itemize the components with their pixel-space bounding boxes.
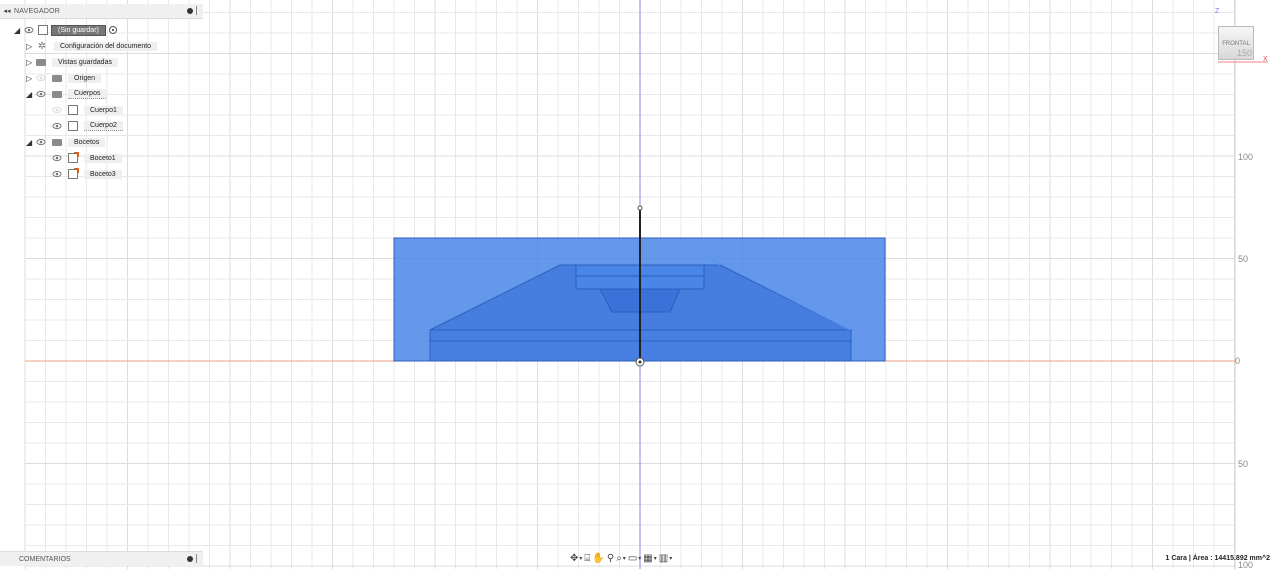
ruler-tick-0: 0 bbox=[1235, 356, 1241, 366]
tree-item-label[interactable]: Vistas guardadas bbox=[52, 57, 118, 67]
body-diag-tick bbox=[703, 254, 721, 266]
eye-icon[interactable] bbox=[52, 121, 62, 131]
tree-item-body2[interactable]: Cuerpo2 bbox=[52, 119, 123, 133]
folder-icon bbox=[36, 58, 46, 66]
gear-icon: ✲ bbox=[37, 40, 47, 52]
move-manipulator-handle[interactable] bbox=[637, 205, 643, 211]
orbit-icon[interactable]: ⌸ bbox=[584, 552, 591, 564]
folder-icon bbox=[52, 138, 62, 146]
tree-item-body1[interactable]: Cuerpo1 bbox=[52, 103, 123, 117]
navigation-toolbar: ✥ ▾ ⌸ ✋ ⚲ ⌕ ▾ ▭ ▾ ▦ ▾ ▥ ▾ bbox=[570, 551, 730, 565]
panel-handle-icon[interactable] bbox=[196, 554, 197, 563]
viewcube-axis-x: X bbox=[1263, 56, 1268, 63]
ruler-tick-100-top: 100 bbox=[1238, 152, 1254, 162]
display-icon[interactable]: ▭ ▾ bbox=[627, 552, 642, 564]
eye-icon[interactable] bbox=[52, 169, 62, 179]
tree-item-label[interactable]: Cuerpo2 bbox=[84, 121, 123, 131]
tree-item-label[interactable]: Boceto3 bbox=[84, 169, 122, 179]
status-text: 1 Cara | Área : 14415.892 mm^2 bbox=[1165, 555, 1270, 562]
viewcube-ruler-value: 150 bbox=[1237, 48, 1253, 58]
eye-icon[interactable] bbox=[36, 89, 46, 99]
tree-item-label[interactable]: Boceto1 bbox=[84, 153, 122, 163]
body-diag-line bbox=[703, 254, 851, 331]
tree-item-label[interactable]: Bocetos bbox=[68, 137, 106, 147]
eye-icon[interactable] bbox=[36, 137, 46, 147]
tree-item-sketch1[interactable]: Boceto1 bbox=[52, 151, 122, 165]
tree-root-label[interactable]: (Sin guardar) bbox=[51, 24, 106, 36]
expand-triangle-icon[interactable]: ▷ bbox=[26, 57, 33, 67]
tree-item-origin[interactable]: ▷ Origen bbox=[26, 71, 102, 85]
hand-icon[interactable]: ✋ bbox=[592, 552, 605, 564]
viewcube-axis-z: Z bbox=[1215, 8, 1220, 15]
tree-item-bodies[interactable]: ◢ Cuerpos bbox=[26, 87, 107, 101]
comments-panel[interactable]: COMENTARIOS bbox=[0, 551, 203, 566]
zoom-icon[interactable]: ⚲ bbox=[606, 552, 615, 564]
folder-icon bbox=[52, 74, 62, 82]
sketch-icon bbox=[68, 168, 79, 179]
tree-root[interactable]: ◢ (Sin guardar) bbox=[14, 23, 117, 37]
eye-icon[interactable] bbox=[24, 25, 34, 35]
tree-item-sketch3[interactable]: Boceto3 bbox=[52, 167, 122, 181]
ruler-tick-50-top: 50 bbox=[1238, 254, 1249, 264]
collapse-triangle-icon[interactable]: ◢ bbox=[26, 137, 33, 147]
eye-hidden-icon[interactable] bbox=[52, 105, 62, 115]
active-radio-icon[interactable] bbox=[108, 26, 117, 34]
viewcube[interactable]: FRONTAL bbox=[1218, 26, 1254, 60]
panel-handle-icon[interactable] bbox=[196, 6, 197, 15]
sketch-icon bbox=[68, 152, 79, 163]
body-icon bbox=[68, 105, 78, 115]
fit-icon[interactable]: ⌕ ▾ bbox=[616, 552, 626, 564]
viewcube-face-label[interactable]: FRONTAL bbox=[1222, 41, 1250, 47]
pin-icon[interactable] bbox=[187, 7, 193, 14]
tree-item-label[interactable]: Origen bbox=[68, 73, 102, 83]
navigator-title: NAVEGADOR bbox=[14, 7, 61, 15]
tree-item-label[interactable]: Cuerpos bbox=[68, 89, 107, 99]
pan-icon[interactable]: ✥ ▾ bbox=[570, 552, 583, 564]
tree-item-saved-views[interactable]: ▷ Vistas guardadas bbox=[26, 55, 118, 69]
collapse-triangle-icon[interactable]: ◢ bbox=[14, 25, 21, 35]
tree-item-label[interactable]: Configuración del documento bbox=[54, 41, 158, 51]
tree-item-label[interactable]: Cuerpo1 bbox=[84, 105, 123, 115]
expand-triangle-icon[interactable]: ▷ bbox=[26, 41, 33, 51]
tree-item-document-settings[interactable]: ▷ ✲ Configuración del documento bbox=[26, 39, 158, 53]
tree-item-sketches[interactable]: ◢ Bocetos bbox=[26, 135, 106, 149]
eye-hidden-icon[interactable] bbox=[36, 73, 46, 83]
folder-icon bbox=[52, 90, 62, 98]
collapse-icon[interactable]: ◂◂ bbox=[3, 8, 11, 15]
grid-icon[interactable]: ▦ ▾ bbox=[643, 552, 657, 564]
collapse-triangle-icon[interactable]: ◢ bbox=[26, 89, 33, 99]
document-icon bbox=[38, 25, 48, 35]
add-comment-icon[interactable] bbox=[187, 555, 193, 562]
comments-title: COMENTARIOS bbox=[19, 555, 71, 563]
expand-triangle-icon[interactable]: ▷ bbox=[26, 73, 33, 83]
eye-icon[interactable] bbox=[52, 153, 62, 163]
viewports-icon[interactable]: ▥ ▾ bbox=[658, 552, 673, 564]
navigator-panel: ◂◂ NAVEGADOR ◢ (Sin guardar) ▷ ✲ Configu… bbox=[0, 0, 203, 190]
ruler-tick-50-bottom: 50 bbox=[1238, 459, 1249, 469]
ruler-tick-100-bottom: 100 bbox=[1238, 560, 1254, 570]
body-icon bbox=[68, 121, 78, 131]
navigator-header: ◂◂ NAVEGADOR bbox=[0, 4, 203, 19]
